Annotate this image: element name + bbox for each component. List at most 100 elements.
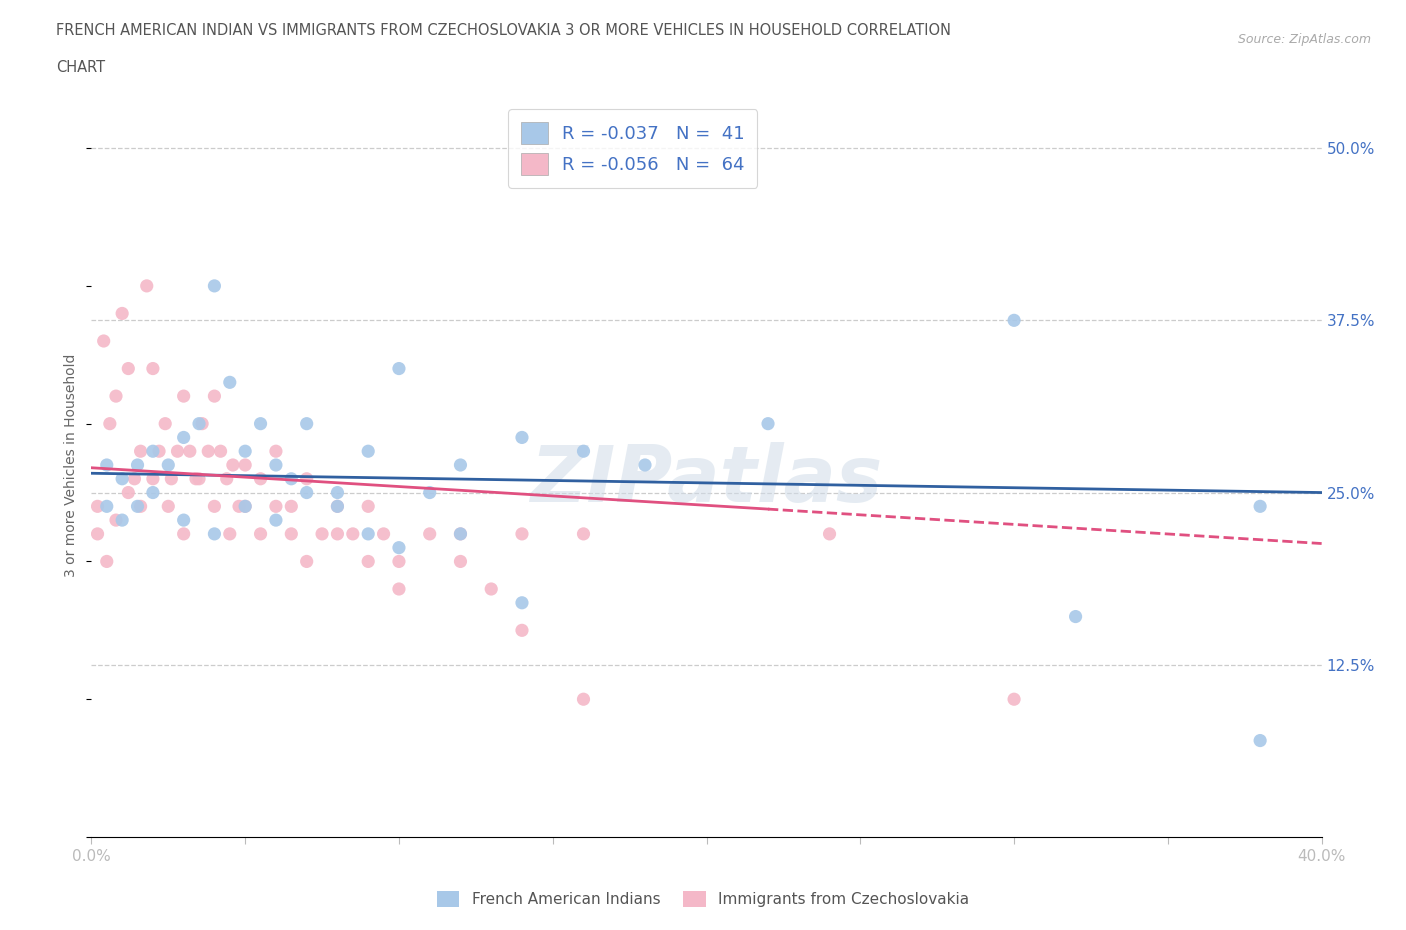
Point xyxy=(160,472,183,486)
Point xyxy=(111,512,134,527)
Point xyxy=(166,444,188,458)
Point xyxy=(572,526,595,541)
Point xyxy=(129,444,152,458)
Point xyxy=(264,498,287,513)
Point xyxy=(202,278,225,293)
Point xyxy=(373,526,395,541)
Point xyxy=(188,472,211,486)
Point xyxy=(326,526,349,541)
Point xyxy=(479,581,502,596)
Point xyxy=(157,498,180,513)
Point xyxy=(197,444,219,458)
Point xyxy=(142,361,165,376)
Point xyxy=(264,458,287,472)
Point xyxy=(142,472,165,486)
Point xyxy=(233,444,256,458)
Point xyxy=(449,458,471,472)
Text: ZIPatlas: ZIPatlas xyxy=(530,442,883,518)
Point xyxy=(105,512,127,527)
Point xyxy=(1002,692,1025,707)
Point xyxy=(173,512,195,527)
Point xyxy=(86,498,108,513)
Point xyxy=(153,417,177,432)
Point xyxy=(249,417,271,432)
Point xyxy=(388,361,411,376)
Point xyxy=(96,458,118,472)
Point xyxy=(218,526,240,541)
Point xyxy=(179,444,201,458)
Point xyxy=(388,554,411,569)
Point xyxy=(105,389,127,404)
Point xyxy=(388,540,411,555)
Point xyxy=(218,375,240,390)
Point xyxy=(357,444,380,458)
Point xyxy=(449,554,471,569)
Point xyxy=(311,526,333,541)
Point xyxy=(117,361,139,376)
Point xyxy=(280,498,302,513)
Point xyxy=(249,526,271,541)
Point xyxy=(127,498,149,513)
Point xyxy=(572,692,595,707)
Point xyxy=(634,458,657,472)
Text: FRENCH AMERICAN INDIAN VS IMMIGRANTS FROM CZECHOSLOVAKIA 3 OR MORE VEHICLES IN H: FRENCH AMERICAN INDIAN VS IMMIGRANTS FRO… xyxy=(56,23,952,38)
Point xyxy=(202,498,225,513)
Point xyxy=(86,526,108,541)
Point xyxy=(135,278,157,293)
Legend: French American Indians, Immigrants from Czechoslovakia: French American Indians, Immigrants from… xyxy=(430,884,976,913)
Point xyxy=(295,417,318,432)
Point xyxy=(280,526,302,541)
Point xyxy=(1002,312,1025,327)
Point xyxy=(357,526,380,541)
Point xyxy=(129,498,152,513)
Point xyxy=(295,485,318,500)
Point xyxy=(202,526,225,541)
Point xyxy=(818,526,841,541)
Point xyxy=(127,458,149,472)
Point xyxy=(96,498,118,513)
Point xyxy=(326,498,349,513)
Point xyxy=(388,581,411,596)
Point xyxy=(326,485,349,500)
Point xyxy=(202,389,225,404)
Point xyxy=(1249,733,1271,748)
Point xyxy=(184,472,207,486)
Point xyxy=(1064,609,1087,624)
Point xyxy=(510,526,533,541)
Point xyxy=(357,498,380,513)
Point xyxy=(142,485,165,500)
Point xyxy=(117,485,139,500)
Point xyxy=(222,458,245,472)
Point xyxy=(510,430,533,445)
Point xyxy=(188,417,211,432)
Point xyxy=(264,444,287,458)
Point xyxy=(233,498,256,513)
Point xyxy=(111,472,134,486)
Point xyxy=(148,444,170,458)
Y-axis label: 3 or more Vehicles in Household: 3 or more Vehicles in Household xyxy=(65,353,79,577)
Point xyxy=(264,512,287,527)
Text: CHART: CHART xyxy=(56,60,105,75)
Point xyxy=(173,526,195,541)
Point xyxy=(96,554,118,569)
Point xyxy=(191,417,214,432)
Point xyxy=(98,417,121,432)
Text: Source: ZipAtlas.com: Source: ZipAtlas.com xyxy=(1237,33,1371,46)
Point xyxy=(419,485,441,500)
Point xyxy=(1249,498,1271,513)
Point xyxy=(124,472,146,486)
Point xyxy=(228,498,250,513)
Point xyxy=(157,458,180,472)
Point xyxy=(233,458,256,472)
Point xyxy=(357,554,380,569)
Legend: R = -0.037   N =  41, R = -0.056   N =  64: R = -0.037 N = 41, R = -0.056 N = 64 xyxy=(508,110,758,188)
Point xyxy=(572,444,595,458)
Point xyxy=(510,623,533,638)
Point xyxy=(173,430,195,445)
Point xyxy=(295,472,318,486)
Point xyxy=(295,554,318,569)
Point xyxy=(93,334,115,349)
Point xyxy=(111,306,134,321)
Point xyxy=(209,444,232,458)
Point xyxy=(280,472,302,486)
